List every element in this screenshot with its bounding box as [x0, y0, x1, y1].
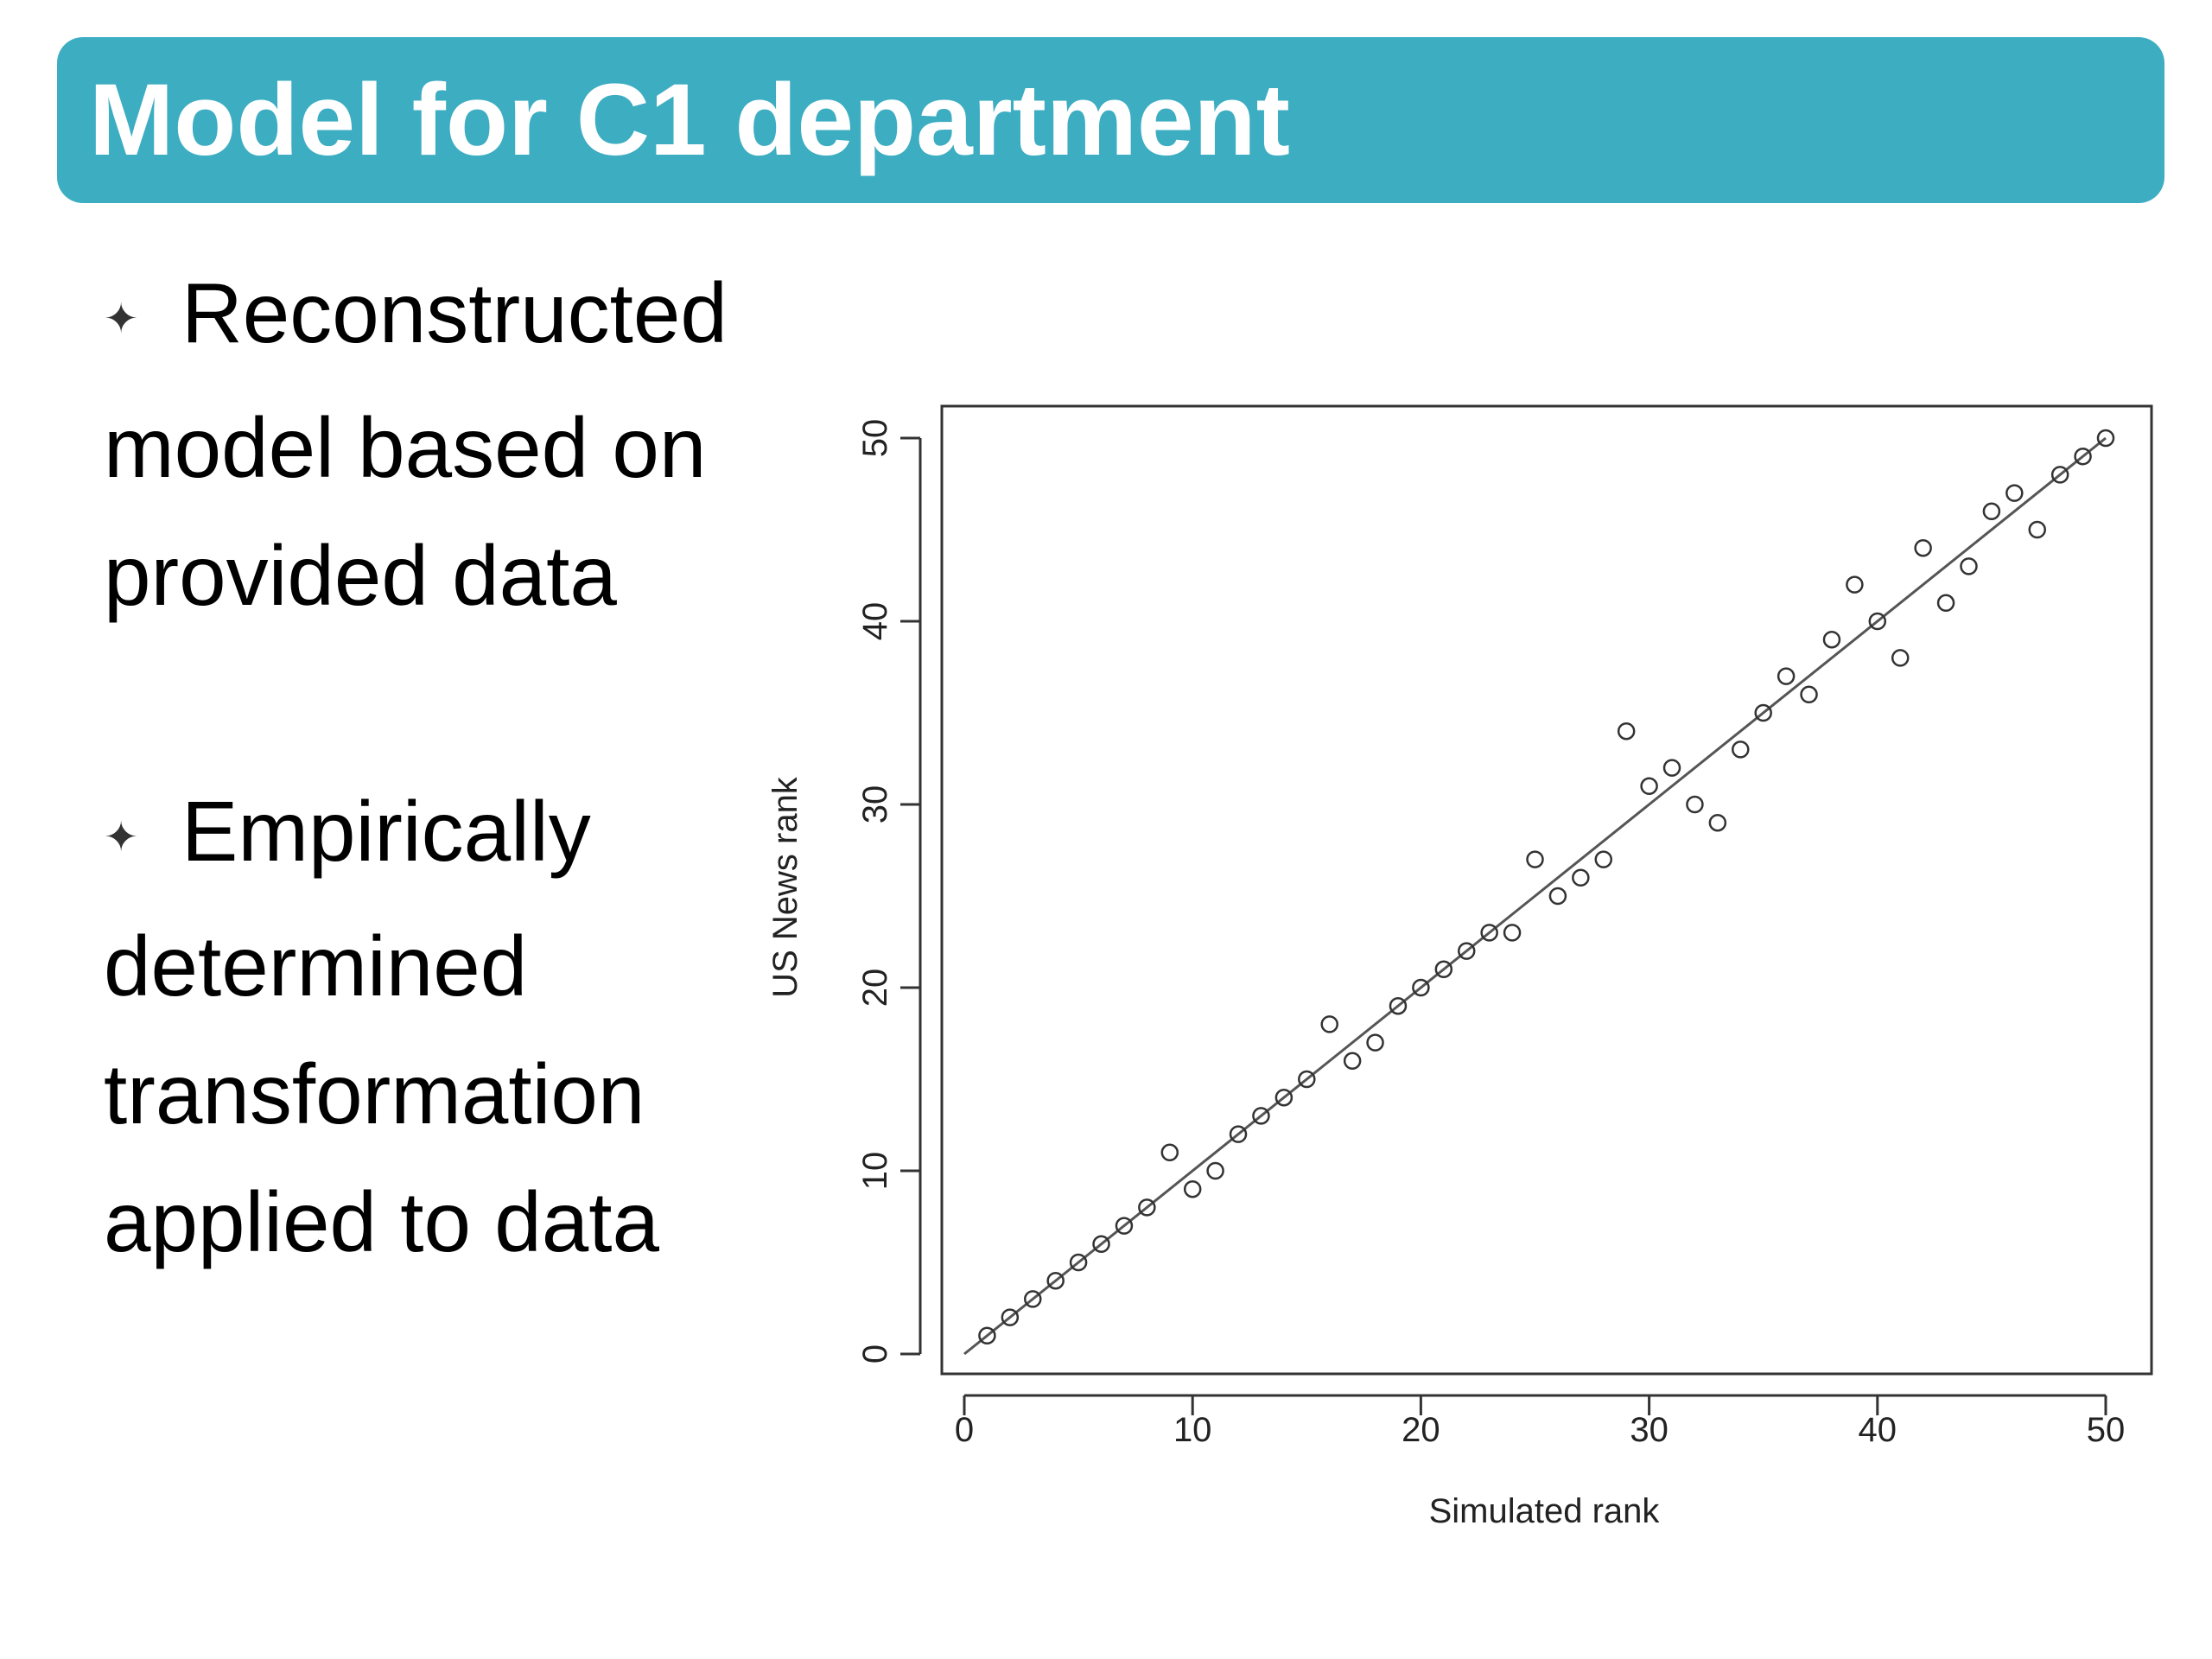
bullet-list: ✦ Reconstructed model based on provided d… — [104, 249, 795, 1286]
data-point — [2005, 484, 2024, 502]
data-point — [2096, 429, 2115, 448]
data-point — [1526, 850, 1544, 868]
title-bar: Model for C1 department — [57, 37, 2164, 203]
data-point — [1640, 777, 1658, 796]
data-point — [1572, 868, 1590, 887]
data-point — [1046, 1271, 1065, 1290]
bullet-text: Reconstructed model based on provided da… — [104, 265, 728, 624]
data-point — [1389, 996, 1408, 1015]
data-point — [1138, 1198, 1156, 1217]
data-point — [1617, 721, 1636, 741]
data-point — [1982, 502, 2001, 521]
data-point — [1229, 1125, 1248, 1143]
reference-line — [963, 436, 2107, 1356]
data-point — [978, 1326, 996, 1345]
data-point — [1868, 612, 1887, 631]
data-point — [1662, 759, 1681, 777]
data-point — [1298, 1070, 1316, 1089]
data-point — [1092, 1235, 1110, 1254]
data-point — [1434, 960, 1453, 979]
data-point — [1777, 667, 1796, 685]
data-point — [2028, 520, 2046, 539]
x-tick-label: 20 — [1402, 1411, 1440, 1449]
data-point — [1936, 594, 1955, 613]
data-point — [1274, 1088, 1294, 1107]
y-tick-label: 30 — [856, 785, 894, 824]
page-title: Model for C1 department — [89, 63, 1290, 177]
data-point — [1503, 924, 1522, 942]
data-point — [2074, 447, 2092, 466]
four-point-star-icon: ✦ — [104, 296, 139, 343]
data-point — [1754, 703, 1772, 722]
data-point — [1480, 924, 1498, 942]
data-point — [1183, 1179, 1202, 1198]
data-point — [1846, 575, 1864, 594]
plot-frame — [940, 404, 2153, 1376]
x-tick-label: 40 — [1859, 1411, 1897, 1449]
x-axis-label: Simulated rank — [1429, 1492, 1661, 1530]
x-tick-label: 30 — [1630, 1411, 1669, 1449]
data-point — [1001, 1308, 1020, 1326]
data-point — [1412, 978, 1430, 997]
x-tick-label: 10 — [1173, 1411, 1212, 1449]
data-point — [1960, 557, 1978, 575]
y-tick-label: 20 — [856, 969, 894, 1007]
data-point — [1822, 630, 1841, 649]
data-point — [1115, 1217, 1134, 1235]
data-point — [1891, 649, 1910, 667]
bullet-item: ✦ Empirically determined transformation a… — [104, 767, 795, 1286]
data-point — [1024, 1290, 1042, 1308]
data-point — [1366, 1033, 1384, 1052]
data-point — [1160, 1143, 1179, 1162]
data-point — [1548, 887, 1567, 906]
data-point — [2050, 466, 2069, 484]
four-point-star-icon: ✦ — [104, 815, 139, 861]
bullet-text: Empirically determined transformation ap… — [104, 784, 659, 1270]
y-tick-label: 0 — [856, 1344, 894, 1363]
x-tick-label: 0 — [955, 1411, 974, 1449]
data-point — [1594, 850, 1613, 868]
data-point — [1686, 795, 1704, 814]
x-tick-label: 50 — [2087, 1411, 2126, 1449]
bullet-item: ✦ Reconstructed model based on provided d… — [104, 249, 795, 639]
data-point — [1206, 1161, 1224, 1180]
data-point — [1800, 685, 1818, 704]
data-point — [1252, 1107, 1270, 1125]
data-point — [1732, 741, 1750, 759]
data-point — [1914, 538, 1932, 557]
data-point — [1457, 942, 1476, 960]
data-point — [1708, 813, 1727, 832]
data-point — [1343, 1052, 1362, 1071]
data-point — [1320, 1015, 1338, 1033]
data-point — [1069, 1253, 1088, 1272]
y-tick-label: 50 — [856, 419, 894, 458]
y-tick-label: 10 — [856, 1152, 894, 1191]
y-tick-label: 40 — [856, 602, 894, 641]
